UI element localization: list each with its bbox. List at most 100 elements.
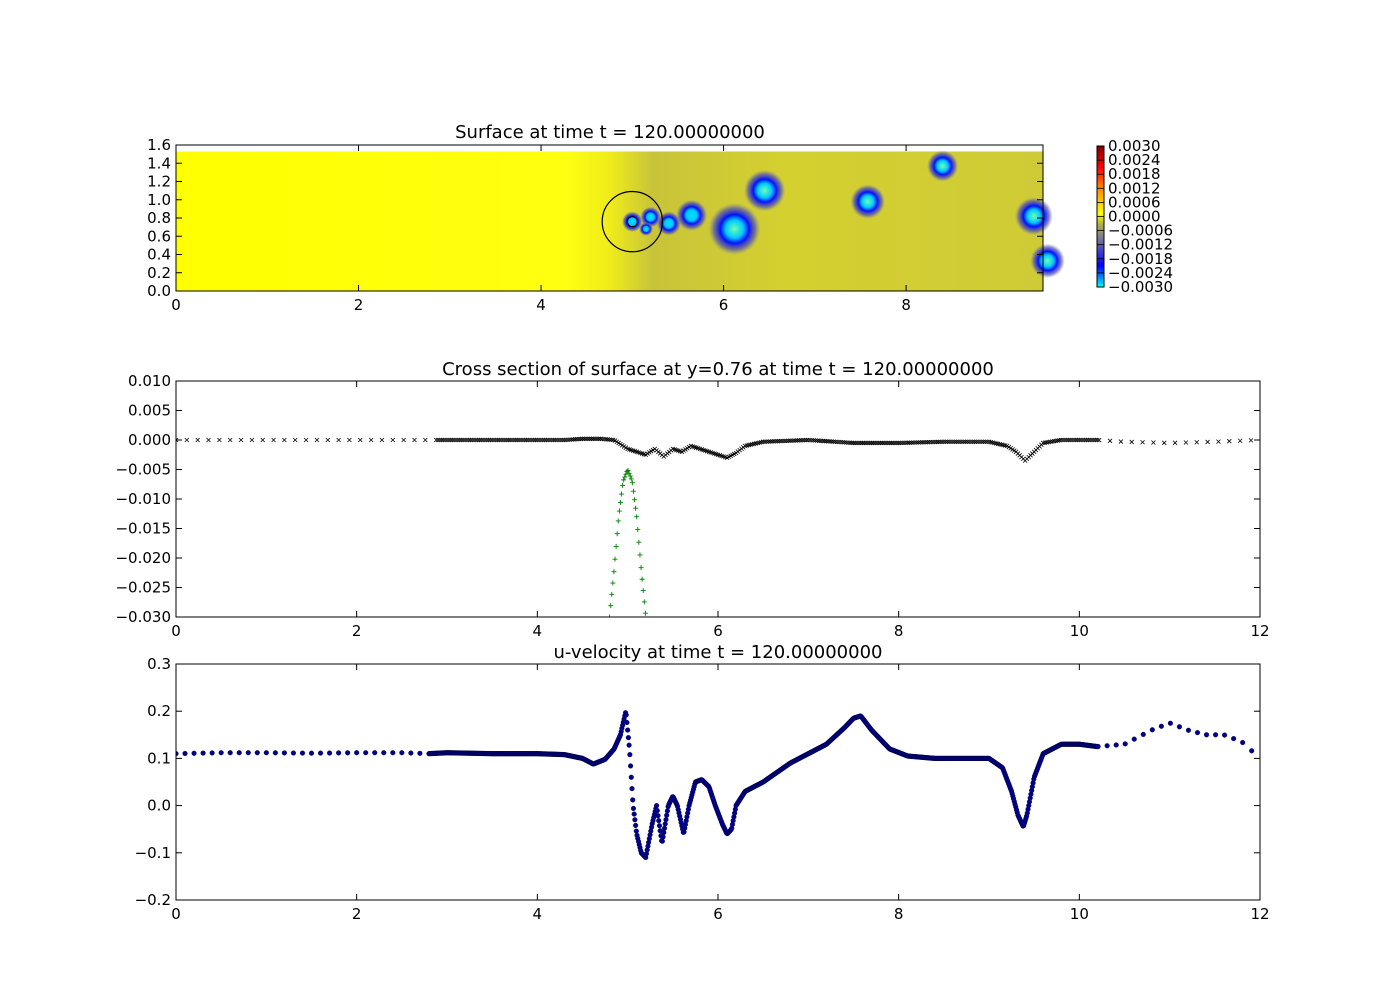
- cross-section-x-marker: [249, 437, 255, 443]
- cross-section-x-marker: [762, 439, 768, 444]
- cross-section-x-marker: [574, 436, 580, 442]
- cross-section-x-marker: [450, 437, 455, 443]
- cross-section-x-marker: [1087, 437, 1093, 443]
- cross-section-plus-marker: [622, 474, 628, 480]
- cross-section-x-marker: [898, 440, 903, 446]
- u-velocity-point: [655, 813, 661, 819]
- u-velocity-point: [660, 834, 666, 840]
- u-velocity-point: [1249, 748, 1255, 754]
- surface-depression-blob: [743, 169, 786, 212]
- cross-section-x-marker: [979, 439, 985, 445]
- u-velocity-point: [625, 727, 631, 733]
- u-velocity-point: [1158, 723, 1164, 729]
- cross-section-x-marker: [446, 437, 452, 443]
- cross-section-x-marker: [567, 437, 573, 442]
- cross-section-x-marker: [479, 437, 484, 443]
- u-velocity-point: [659, 838, 665, 844]
- cross-section-plus-marker: [639, 576, 645, 582]
- u-velocity-point: [1167, 720, 1173, 726]
- cross-section-x-marker: [585, 436, 591, 442]
- cross-section-x-marker: [816, 438, 822, 443]
- colorbar-tick-label: −0.0030: [1108, 278, 1173, 296]
- cross-section-x-marker: [583, 436, 589, 442]
- cross-section-x-marker: [860, 440, 865, 446]
- cross-section-x-marker: [1048, 439, 1053, 445]
- cross-section-x-marker: [954, 439, 959, 445]
- surface-x-tick-label: 8: [901, 296, 911, 314]
- cross-section-plus-marker: [623, 471, 629, 477]
- cross-section-x-marker: [227, 437, 233, 443]
- cross-section-x-marker: [529, 437, 535, 443]
- cross-section-x-marker: [502, 437, 508, 443]
- cross-section-x-marker: [1071, 437, 1077, 443]
- cross-section-x-marker: [769, 439, 775, 444]
- cross-section-x-tick-label: 2: [352, 622, 362, 640]
- u-velocity-point: [633, 828, 639, 834]
- u-velocity-point: [327, 750, 333, 756]
- cross-section-x-marker: [1073, 437, 1079, 443]
- u-velocity-point: [624, 719, 630, 726]
- cross-section-x-marker: [336, 437, 341, 443]
- cross-section-x-marker: [453, 437, 459, 443]
- cross-section-x-marker: [368, 437, 374, 443]
- cross-section-x-marker: [379, 437, 385, 443]
- cross-section-x-marker: [1216, 439, 1221, 444]
- cross-section-x-marker: [533, 437, 538, 443]
- u-velocity-point: [290, 750, 296, 756]
- colorbar-tick-label: −0.0006: [1108, 222, 1173, 240]
- cross-section-plus-marker: [612, 556, 618, 562]
- cross-section-x-marker: [473, 437, 479, 443]
- cross-section-x-marker: [565, 437, 571, 443]
- cross-section-x-marker: [1064, 437, 1069, 443]
- cross-section-x-marker: [854, 440, 860, 446]
- cross-section-x-marker: [815, 438, 820, 443]
- cross-section-plus-marker: [610, 580, 616, 586]
- cross-section-x-marker: [768, 439, 773, 444]
- cross-section-x-marker: [439, 437, 444, 443]
- cross-section-y-tick-label: 0.010: [128, 372, 171, 390]
- cross-section-x-marker: [952, 439, 957, 445]
- cross-section-x-marker: [1118, 439, 1124, 444]
- cross-section-x-marker: [1062, 437, 1068, 443]
- u-velocity-x-tick-label: 0: [171, 905, 181, 923]
- cross-section-plus-marker: [642, 610, 648, 616]
- u-velocity-panel: u-velocity at time t = 120.00000000 0 2 4 6…: [135, 642, 1270, 923]
- cross-section-x-marker: [889, 440, 894, 446]
- u-velocity-point: [654, 808, 660, 814]
- cross-section-x-marker: [1205, 439, 1210, 445]
- cross-section-x-marker: [442, 437, 448, 443]
- surface-x-tick-label: 2: [354, 296, 364, 314]
- cross-section-x-marker: [482, 437, 488, 443]
- cross-section-x-marker: [948, 439, 954, 445]
- cross-section-x-marker: [867, 440, 873, 446]
- u-velocity-y-tick-label: −0.1: [135, 844, 171, 862]
- cross-section-x-marker: [1068, 437, 1073, 443]
- u-velocity-x-ticks: 0 2 4 6 8 10 12: [171, 664, 1270, 923]
- cross-section-x-marker: [603, 437, 609, 442]
- colorbar-tick-label: −0.0018: [1108, 250, 1173, 268]
- u-velocity-point: [630, 805, 636, 811]
- u-velocity-point: [630, 797, 636, 803]
- cross-section-x-marker: [847, 440, 853, 445]
- u-velocity-point: [399, 750, 405, 756]
- cross-section-x-marker: [489, 437, 495, 443]
- cross-section-x-marker: [800, 437, 806, 443]
- cross-section-x-marker: [1082, 437, 1088, 443]
- cross-section-x-marker: [916, 440, 921, 445]
- cross-section-x-marker: [1091, 437, 1097, 443]
- cross-section-x-marker: [444, 437, 450, 443]
- cross-section-x-marker: [921, 440, 927, 445]
- cross-section-x-marker: [504, 437, 509, 443]
- cross-section-x-marker: [591, 436, 596, 442]
- cross-section-x-marker: [827, 439, 833, 444]
- cross-section-x-marker: [470, 437, 475, 443]
- cross-section-x-marker: [896, 440, 901, 446]
- cross-section-x-marker: [845, 440, 851, 445]
- surface-y-tick-label: 0.8: [147, 209, 171, 227]
- u-velocity-y-ticks: 0.3 0.2 0.1 0.0 −0.1 −0.2: [135, 655, 1260, 909]
- cross-section-x-marker: [975, 439, 981, 445]
- cross-section-x-marker: [1227, 438, 1232, 444]
- cross-section-x-marker: [545, 437, 551, 443]
- cross-section-x-marker: [824, 438, 829, 444]
- cross-section-plus-marker: [625, 467, 631, 473]
